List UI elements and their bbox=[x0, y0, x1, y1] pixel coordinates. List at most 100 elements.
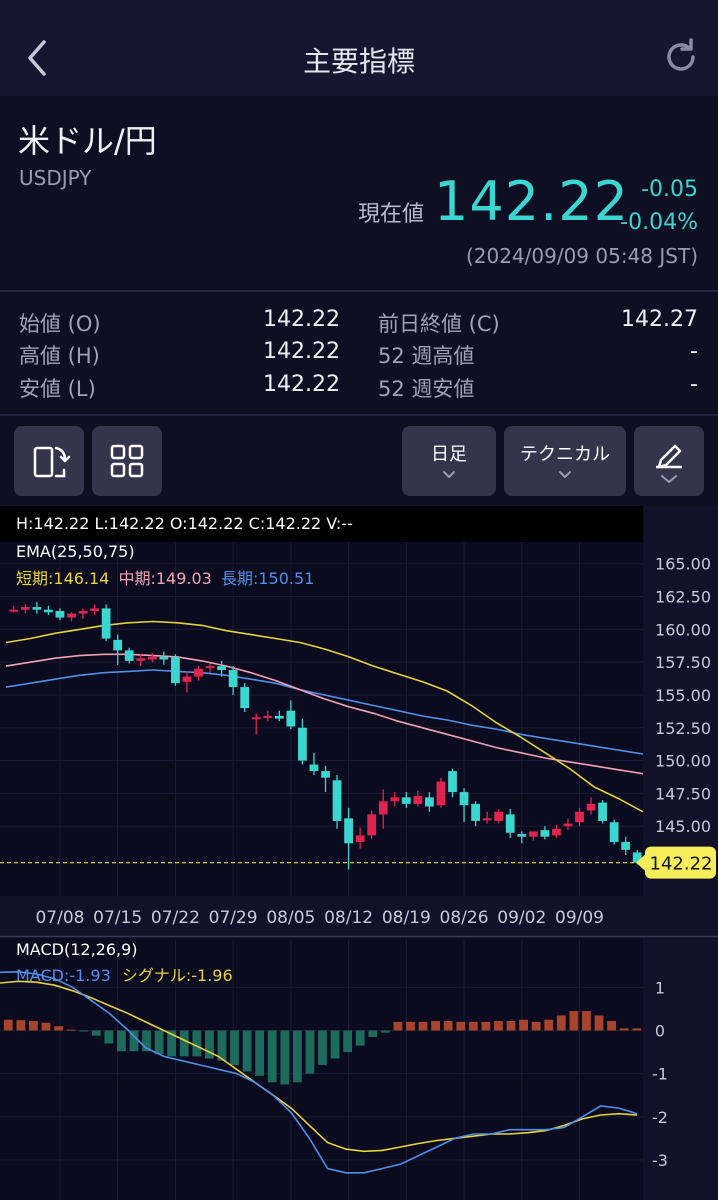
page-title: 主要指標 bbox=[302, 45, 415, 78]
instrument-name: 米ドル/円 bbox=[18, 122, 157, 160]
macd-histogram-bar bbox=[443, 1021, 453, 1031]
candle-body bbox=[448, 771, 457, 793]
candle-body bbox=[263, 715, 273, 718]
macd-histogram-bar bbox=[355, 1030, 365, 1046]
ema-long-line bbox=[5, 669, 644, 755]
macd-histogram-bar bbox=[79, 1030, 89, 1032]
candle-body bbox=[194, 668, 203, 677]
candle-body bbox=[575, 811, 584, 823]
macd-histogram-bar bbox=[204, 1030, 214, 1059]
macd-tick-label: -1 bbox=[652, 1065, 668, 1084]
rotate-screen-icon bbox=[33, 446, 71, 478]
macd-histogram-bar bbox=[481, 1021, 491, 1031]
macd-histogram-bar bbox=[217, 1030, 227, 1061]
rotate-screen-button[interactable] bbox=[14, 426, 84, 496]
price-tick-label: 157.50 bbox=[655, 653, 711, 672]
ema-long-value: 長期:150.51 bbox=[220, 569, 315, 588]
divider bbox=[0, 414, 718, 416]
macd-histogram-bar bbox=[292, 1030, 302, 1083]
draw-tool-dropdown[interactable] bbox=[634, 426, 704, 496]
week52-high-value: - bbox=[690, 339, 698, 364]
date-tick-label: 07/15 bbox=[93, 908, 142, 928]
candle-body bbox=[136, 658, 146, 661]
macd-histogram-bar bbox=[117, 1030, 126, 1052]
macd-histogram-bar bbox=[167, 1030, 177, 1057]
candle-body bbox=[586, 803, 596, 811]
technical-dropdown[interactable]: テクニカル bbox=[504, 426, 626, 496]
macd-histogram-bar bbox=[556, 1015, 566, 1031]
refresh-button[interactable] bbox=[660, 36, 702, 78]
macd-histogram-bar bbox=[129, 1030, 139, 1052]
candle-body bbox=[332, 780, 342, 821]
candle-body bbox=[401, 797, 411, 804]
ohlc-readout: H:142.22 L:142.22 O:142.22 C:142.22 V:-- bbox=[16, 514, 353, 533]
ema-title: EMA(25,50,75) bbox=[16, 542, 135, 561]
candle-body bbox=[632, 852, 642, 863]
price-tick-label: 150.00 bbox=[655, 752, 711, 771]
ema-mid-value: 中期:149.03 bbox=[118, 569, 212, 588]
macd-title: MACD(12,26,9) bbox=[16, 940, 138, 959]
date-tick-label: 07/29 bbox=[209, 908, 258, 928]
back-button[interactable] bbox=[18, 28, 58, 88]
date-tick-label: 08/12 bbox=[324, 908, 373, 928]
macd-histogram-bar bbox=[406, 1021, 415, 1031]
candle-body bbox=[436, 781, 446, 806]
chevron-down-icon bbox=[443, 471, 455, 478]
chevron-down-icon bbox=[559, 471, 571, 478]
candle-body bbox=[505, 814, 515, 833]
macd-value: MACD:-1.93 bbox=[16, 966, 111, 985]
candle-body bbox=[78, 610, 88, 614]
macd-histogram-bar bbox=[594, 1015, 604, 1031]
candle-body bbox=[147, 656, 157, 660]
macd-histogram-bar bbox=[368, 1030, 378, 1037]
current-price: 142.22 bbox=[434, 170, 629, 233]
ema-short-value: 短期:146.14 bbox=[16, 569, 110, 588]
macd-histogram-bar bbox=[255, 1030, 265, 1076]
last-price-label: 142.22 bbox=[650, 854, 713, 875]
macd-histogram-bar bbox=[104, 1030, 114, 1044]
candle-body bbox=[552, 828, 561, 836]
last-price-badge bbox=[645, 846, 716, 879]
top-bar: 主要指標 bbox=[0, 0, 718, 96]
price-change-percent: -0.04% bbox=[620, 210, 698, 235]
candle-body bbox=[205, 666, 215, 669]
macd-histogram-bar bbox=[305, 1030, 315, 1074]
candle-body bbox=[494, 811, 504, 821]
high-label: 高値 (H) bbox=[19, 344, 100, 368]
price-change: -0.05 bbox=[641, 177, 698, 202]
price-tick-label: 145.00 bbox=[655, 817, 711, 836]
macd-histogram-bar bbox=[393, 1021, 403, 1031]
ema-values: 短期:146.14 中期:149.03 長期:150.51 bbox=[16, 565, 314, 589]
macd-line bbox=[0, 970, 638, 1174]
candle-body bbox=[425, 797, 434, 807]
macd-histogram-bar bbox=[531, 1021, 541, 1031]
macd-histogram-bar bbox=[468, 1021, 478, 1031]
period-dropdown[interactable]: 日足 bbox=[402, 426, 496, 496]
macd-histogram-bar bbox=[431, 1021, 441, 1031]
candle-body bbox=[228, 670, 238, 688]
layout-grid-icon bbox=[110, 444, 144, 478]
date-tick-label: 07/08 bbox=[35, 908, 84, 928]
layout-grid-button[interactable] bbox=[92, 426, 162, 496]
macd-histogram-bar bbox=[632, 1028, 642, 1031]
candle-body bbox=[182, 676, 192, 682]
ema-short-line bbox=[5, 620, 644, 813]
candle-body bbox=[67, 613, 76, 618]
date-tick-label: 08/26 bbox=[440, 908, 489, 928]
ema-mid-line bbox=[5, 653, 644, 775]
candle-body bbox=[413, 796, 423, 804]
candle-body bbox=[9, 609, 19, 612]
ohlc-bar-bg bbox=[0, 506, 643, 542]
candle-body bbox=[101, 608, 111, 639]
macd-histogram-bar bbox=[142, 1030, 151, 1052]
candle-body bbox=[355, 835, 365, 842]
candle-body bbox=[32, 607, 42, 610]
macd-histogram-bar bbox=[91, 1030, 101, 1036]
price-tick-label: 165.00 bbox=[655, 555, 711, 574]
chart-panel[interactable] bbox=[0, 506, 718, 1200]
candle-body bbox=[482, 818, 492, 821]
macd-histogram-bar bbox=[343, 1030, 353, 1053]
candle-body bbox=[55, 610, 65, 618]
macd-tick-label: 0 bbox=[655, 1021, 665, 1040]
